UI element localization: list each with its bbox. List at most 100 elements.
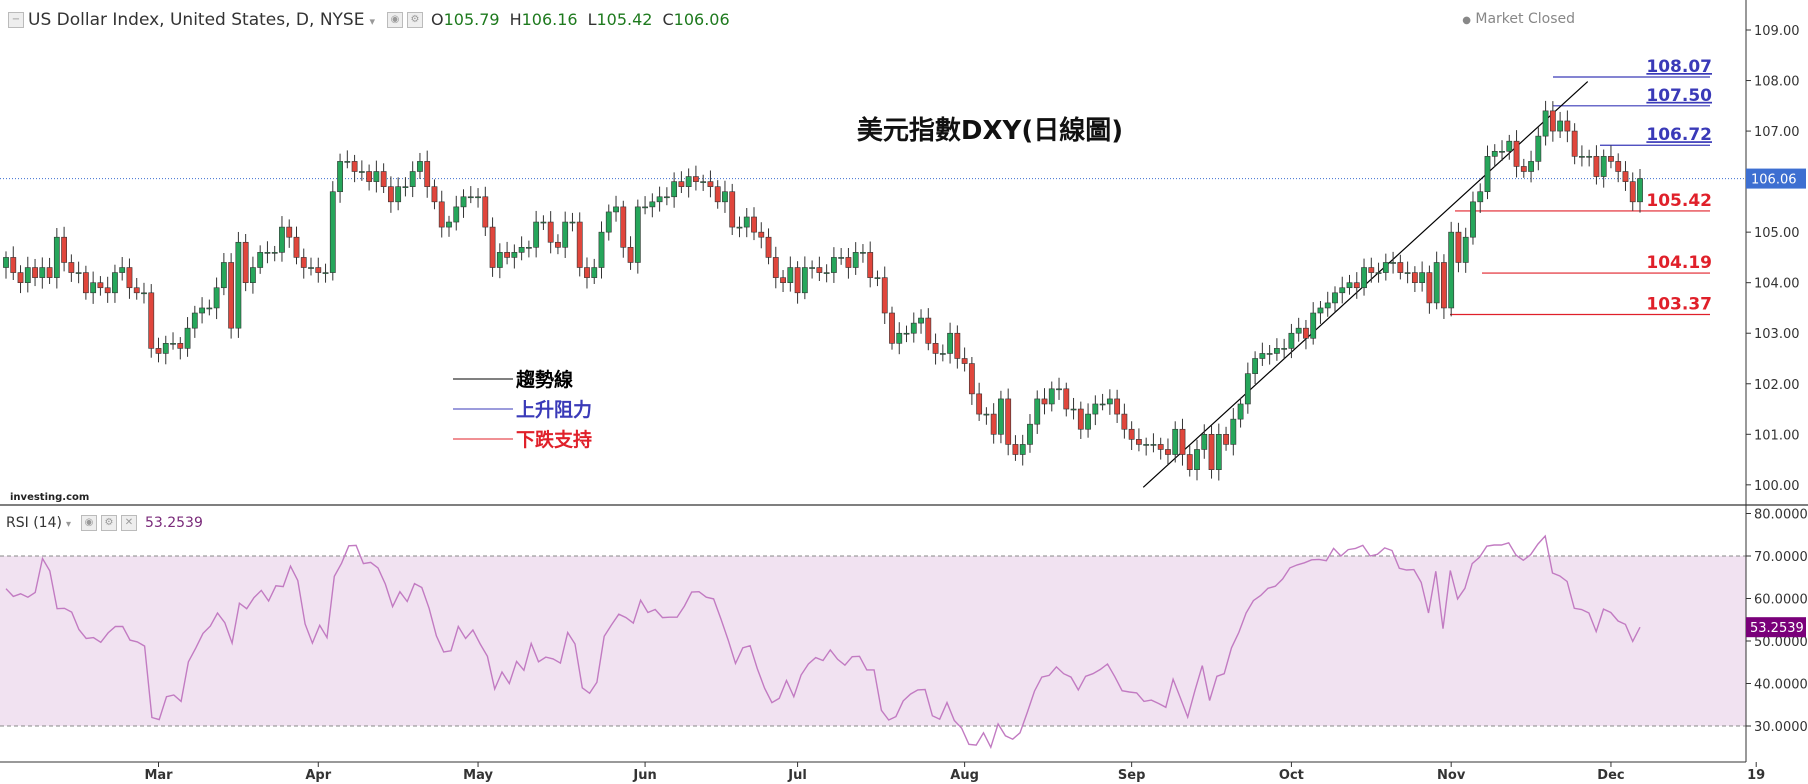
candle: [315, 267, 322, 273]
candle: [1121, 413, 1128, 430]
candle: [1375, 272, 1382, 274]
candle: [751, 216, 757, 233]
price-tick-label: 102.00: [1754, 378, 1800, 393]
chart-collapse-icon[interactable]: −: [8, 12, 24, 28]
candle: [119, 267, 126, 273]
candle: [569, 221, 576, 224]
chart-header: − US Dollar Index, United States, D, NYSE…: [8, 10, 730, 30]
candle: [1557, 120, 1564, 132]
candle: [816, 267, 823, 273]
candle: [1564, 120, 1571, 132]
gear-icon[interactable]: ⚙: [406, 12, 423, 28]
candle: [1143, 444, 1150, 446]
candle: [1542, 110, 1549, 137]
time-tick-label: Mar: [144, 768, 173, 783]
candle: [1215, 434, 1222, 470]
candle: [613, 206, 619, 213]
candle: [10, 257, 17, 273]
legend-label-support: 下跌支持: [516, 428, 592, 451]
candle: [722, 191, 728, 203]
candle: [1077, 408, 1084, 430]
candle: [1048, 388, 1055, 405]
candle: [3, 257, 9, 268]
candle: [1368, 267, 1375, 273]
time-tick-label: Oct: [1279, 768, 1304, 783]
candle: [329, 191, 336, 273]
candle: [235, 241, 242, 329]
candle: [1041, 398, 1048, 405]
candle: [1491, 150, 1498, 157]
time-tick-label: Jun: [632, 768, 656, 783]
price-tick-label: 105.00: [1754, 226, 1800, 241]
support-label: 104.19: [1646, 253, 1712, 273]
candle: [540, 221, 547, 224]
symbol-title[interactable]: US Dollar Index, United States, D, NYSE: [28, 10, 365, 30]
last-price-label: 106.06: [1751, 173, 1797, 188]
candle: [1019, 444, 1026, 455]
candle: [533, 221, 540, 248]
candle: [1099, 403, 1106, 406]
candle: [1027, 423, 1033, 445]
time-tick-label: Nov: [1437, 768, 1466, 783]
candle: [1186, 454, 1193, 470]
candle: [170, 343, 176, 345]
candle: [1179, 428, 1186, 455]
candle: [1237, 403, 1244, 420]
time-tick-label: May: [463, 768, 493, 783]
candle: [1165, 449, 1171, 455]
candle: [1484, 156, 1491, 193]
eye-icon[interactable]: ◉: [80, 515, 97, 531]
symbol-dropdown-icon[interactable]: ▾: [369, 15, 375, 28]
price-tick-label: 101.00: [1754, 428, 1800, 443]
candle: [1549, 110, 1556, 132]
price-tick-label: 108.00: [1754, 75, 1800, 90]
candle: [1128, 428, 1135, 440]
candle: [1513, 140, 1520, 167]
candle: [1477, 191, 1484, 203]
candle: [496, 252, 503, 268]
eye-icon[interactable]: ◉: [386, 12, 403, 28]
candle: [1404, 272, 1411, 274]
last-price-badge: [1746, 168, 1806, 189]
candle: [693, 176, 699, 182]
candle: [1288, 332, 1295, 349]
candle: [373, 171, 380, 182]
candle: [1382, 262, 1389, 273]
candle: [511, 252, 518, 258]
candle: [1506, 140, 1513, 152]
candle: [1114, 398, 1121, 415]
candle: [1157, 444, 1164, 450]
candle: [1535, 135, 1542, 162]
candle: [1629, 181, 1636, 203]
candle: [90, 282, 97, 294]
rsi-value-badge-label: 53.2539: [1750, 621, 1804, 636]
candle: [184, 327, 191, 349]
support-label: 105.42: [1646, 191, 1712, 211]
resistance-label: 108.07: [1646, 57, 1712, 77]
candle: [1332, 292, 1338, 304]
candle: [925, 317, 932, 344]
candle: [1353, 282, 1360, 289]
resistance-label: 107.50: [1646, 86, 1712, 106]
candle: [772, 257, 779, 278]
candle: [860, 252, 866, 254]
candle: [649, 201, 656, 208]
gear-icon[interactable]: ⚙: [100, 515, 117, 531]
rsi-value: 53.2539: [144, 515, 203, 531]
rsi-title[interactable]: RSI (14): [6, 515, 62, 531]
candle: [1012, 444, 1019, 455]
time-tick-label: Sep: [1118, 768, 1146, 783]
candle: [1571, 130, 1578, 157]
candle: [206, 307, 213, 310]
candle: [417, 161, 423, 172]
candle: [431, 186, 438, 203]
candle: [1150, 444, 1157, 446]
rsi-band: [0, 556, 1746, 726]
close-icon[interactable]: ✕: [120, 515, 137, 531]
rsi-tick-label: 70.0000: [1754, 550, 1808, 565]
candle: [402, 186, 409, 188]
candle: [729, 191, 736, 228]
rsi-value-badge: [1746, 617, 1806, 638]
candle: [1106, 398, 1113, 405]
rsi-dropdown-icon[interactable]: ▾: [65, 519, 71, 530]
